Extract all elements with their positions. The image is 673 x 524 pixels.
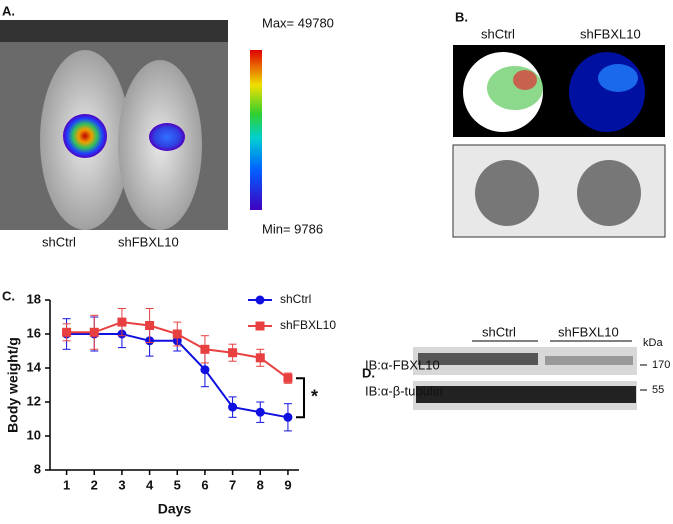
point [255, 353, 265, 363]
panel-label: C. [2, 288, 15, 303]
point [255, 407, 265, 417]
x-tick-label: 9 [284, 477, 291, 492]
x-tick-label: 7 [229, 477, 236, 492]
significance-label: * [311, 387, 318, 407]
group-label: shCtrl [42, 234, 76, 249]
group-label: shFBXL10 [118, 234, 179, 249]
significance-bracket [296, 377, 305, 419]
x-tick-label: 2 [91, 477, 98, 492]
point [200, 365, 210, 375]
point [145, 321, 155, 330]
x-tick-label: 1 [63, 477, 70, 492]
x-tick-label: 4 [146, 477, 154, 492]
max-label: Max= 49780 [262, 15, 334, 30]
y-tick-label: 12 [27, 393, 41, 408]
row-label: IB:α-FBXL10 [365, 357, 440, 372]
legend-marker [255, 295, 265, 305]
signal [513, 70, 537, 90]
x-axis-label: Days [158, 501, 192, 517]
group-label: shFBXL10 [580, 26, 641, 41]
band [545, 356, 633, 365]
organ [475, 160, 539, 226]
point [117, 317, 127, 327]
point [89, 327, 99, 337]
size-label: 55 [652, 384, 664, 396]
group-label: shFBXL10 [558, 324, 619, 339]
point [283, 373, 293, 383]
y-axis-label: Body weight/g [5, 337, 21, 433]
colorbar [250, 50, 262, 210]
x-tick-label: 3 [118, 477, 125, 492]
imaging-top [0, 20, 228, 42]
point [200, 344, 210, 354]
panel-label: D. [362, 365, 375, 380]
y-tick-label: 8 [34, 461, 41, 476]
group-label: shCtrl [482, 324, 516, 339]
x-tick-label: 5 [174, 477, 181, 492]
legend-label: shFBXL10 [280, 318, 336, 332]
size-label: 170 [652, 359, 670, 371]
y-tick-label: 10 [27, 427, 41, 442]
legend-marker [255, 321, 265, 331]
unit-label: kDa [643, 337, 663, 349]
point [172, 329, 182, 339]
y-tick-label: 18 [27, 291, 41, 306]
point [283, 412, 293, 422]
row-label: IB:α-β-tubulin [365, 383, 443, 398]
x-tick-label: 8 [257, 477, 264, 492]
signal [598, 64, 638, 92]
panel-label: B. [455, 9, 468, 24]
organ [569, 52, 645, 132]
point [228, 348, 238, 358]
y-tick-label: 14 [27, 359, 42, 374]
point [62, 327, 72, 337]
signal [487, 66, 543, 110]
panel-label: A. [2, 3, 15, 18]
signal [149, 123, 185, 151]
organ [577, 160, 641, 226]
point [228, 402, 238, 412]
signal [63, 114, 107, 158]
legend-label: shCtrl [280, 292, 311, 306]
group-label: shCtrl [481, 26, 515, 41]
band [416, 386, 636, 403]
band [418, 353, 538, 365]
y-tick-label: 16 [27, 325, 41, 340]
min-label: Min= 9786 [262, 221, 323, 236]
x-tick-label: 6 [201, 477, 208, 492]
